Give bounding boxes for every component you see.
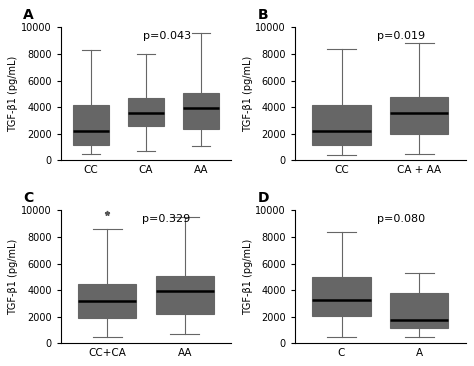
Text: p=0.080: p=0.080 (377, 214, 425, 224)
PathPatch shape (73, 105, 109, 145)
Text: A: A (23, 8, 34, 22)
PathPatch shape (390, 293, 448, 328)
PathPatch shape (128, 98, 164, 126)
PathPatch shape (78, 284, 137, 318)
Y-axis label: TGF-β1 (pg/mL): TGF-β1 (pg/mL) (9, 56, 18, 132)
Y-axis label: TGF-β1 (pg/mL): TGF-β1 (pg/mL) (9, 239, 18, 315)
Text: B: B (257, 8, 268, 22)
Y-axis label: TGF-β1 (pg/mL): TGF-β1 (pg/mL) (243, 56, 253, 132)
PathPatch shape (156, 276, 214, 314)
PathPatch shape (183, 93, 219, 128)
Text: p=0.043: p=0.043 (143, 31, 191, 41)
Text: C: C (23, 191, 34, 205)
Text: p=0.329: p=0.329 (143, 214, 191, 224)
PathPatch shape (312, 277, 371, 315)
PathPatch shape (312, 105, 371, 145)
Y-axis label: TGF-β1 (pg/mL): TGF-β1 (pg/mL) (243, 239, 253, 315)
Text: p=0.019: p=0.019 (377, 31, 425, 41)
Text: D: D (257, 191, 269, 205)
PathPatch shape (390, 97, 448, 134)
